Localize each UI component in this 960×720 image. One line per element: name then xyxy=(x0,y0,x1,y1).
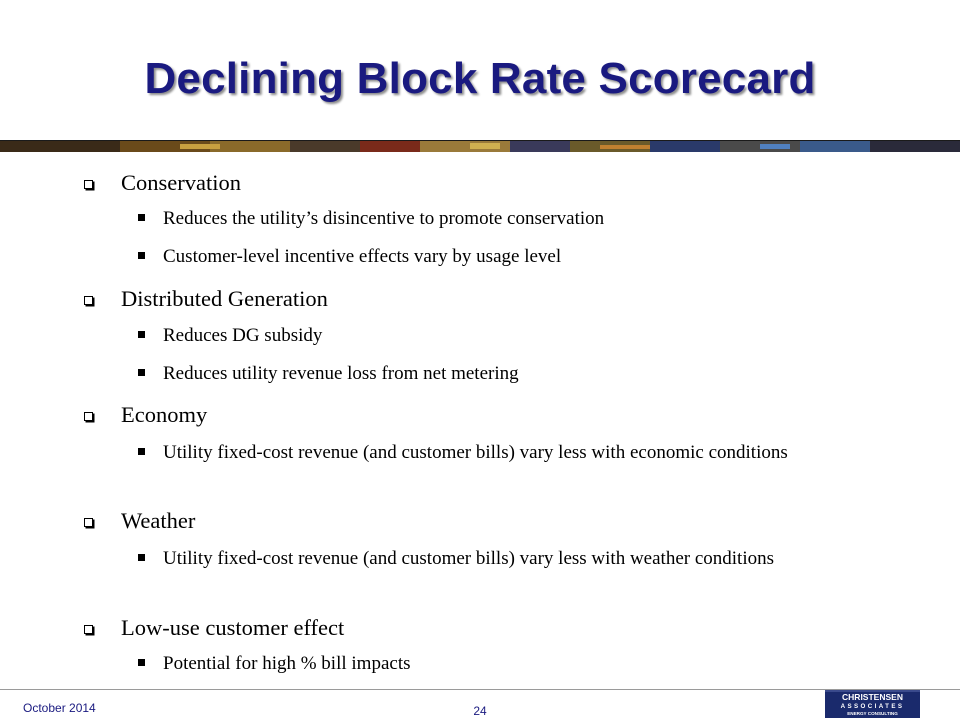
banner-graphic xyxy=(0,141,960,152)
company-logo: CHRISTENSEN ASSOCIATES ENERGY CONSULTING xyxy=(825,690,920,718)
hollow-square-bullet-icon xyxy=(84,625,93,634)
section-heading: Economy xyxy=(121,402,208,427)
bullet-item: Reduces DG subsidy xyxy=(163,325,323,346)
section-heading: Weather xyxy=(121,508,196,533)
square-bullet-icon xyxy=(138,369,145,376)
bullet-item: Reduces utility revenue loss from net me… xyxy=(163,363,519,384)
section-heading: Low-use customer effect xyxy=(121,615,345,640)
hollow-square-bullet-icon xyxy=(84,296,93,305)
hollow-square-bullet-icon xyxy=(84,180,93,189)
hollow-square-bullet-icon xyxy=(84,518,93,527)
bullet-item: Utility fixed-cost revenue (and customer… xyxy=(163,548,775,569)
square-bullet-icon xyxy=(138,252,145,259)
bullet-item: Utility fixed-cost revenue (and customer… xyxy=(163,442,788,463)
slide-body: Conservation Reduces the utility’s disin… xyxy=(84,170,788,674)
logo-line1: CHRISTENSEN xyxy=(842,692,903,702)
bullet-item: Customer-level incentive effects vary by… xyxy=(163,246,562,267)
slide-title: Declining Block Rate Scorecard xyxy=(144,54,816,103)
footer-date: October 2014 xyxy=(23,701,96,715)
bullet-item: Potential for high % bill impacts xyxy=(163,653,411,674)
bullet-item: Reduces the utility’s disincentive to pr… xyxy=(163,208,605,229)
hollow-square-bullet-icon xyxy=(84,412,93,421)
square-bullet-icon xyxy=(138,448,145,455)
square-bullet-icon xyxy=(138,554,145,561)
logo-line2: ASSOCIATES xyxy=(841,703,905,710)
square-bullet-icon xyxy=(138,331,145,338)
section-heading: Conservation xyxy=(121,170,241,195)
decorative-banner xyxy=(0,140,960,152)
section-heading: Distributed Generation xyxy=(121,286,328,311)
page-number: 24 xyxy=(473,704,487,718)
logo-line3: ENERGY CONSULTING xyxy=(847,711,898,716)
footer-divider xyxy=(0,689,960,690)
square-bullet-icon xyxy=(138,214,145,221)
square-bullet-icon xyxy=(138,659,145,666)
